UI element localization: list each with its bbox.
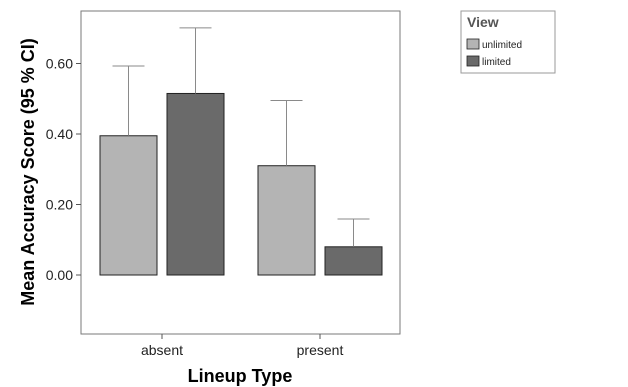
y-tick-label: 0.00 (46, 267, 73, 283)
legend-swatch-limited (466, 55, 480, 67)
x-tick-label: present (297, 342, 344, 358)
y-axis-title: Mean Accuracy Score (95 % CI) (18, 38, 38, 305)
bars (99, 27, 383, 276)
x-axis-title: Lineup Type (188, 366, 293, 386)
y-tick-label: 0.40 (46, 126, 73, 142)
bar-unlimited-absent (99, 135, 158, 276)
legend-label-unlimited: unlimited (482, 40, 522, 51)
legend: View unlimited limited (460, 10, 556, 74)
bar-limited-absent (166, 92, 225, 276)
legend-label-limited: limited (482, 57, 511, 68)
x-tick-label: absent (141, 342, 183, 358)
y-tick-label: 0.60 (46, 56, 73, 72)
y-tick-label: 0.20 (46, 197, 73, 213)
y-axis-ticks: 0.00 0.20 0.40 0.60 (46, 56, 81, 283)
bar-unlimited-present (257, 165, 316, 276)
legend-swatch-unlimited (466, 38, 480, 50)
legend-title: View (467, 14, 499, 30)
x-axis-ticks: absent present (141, 334, 343, 358)
bar-limited-present (324, 246, 383, 276)
